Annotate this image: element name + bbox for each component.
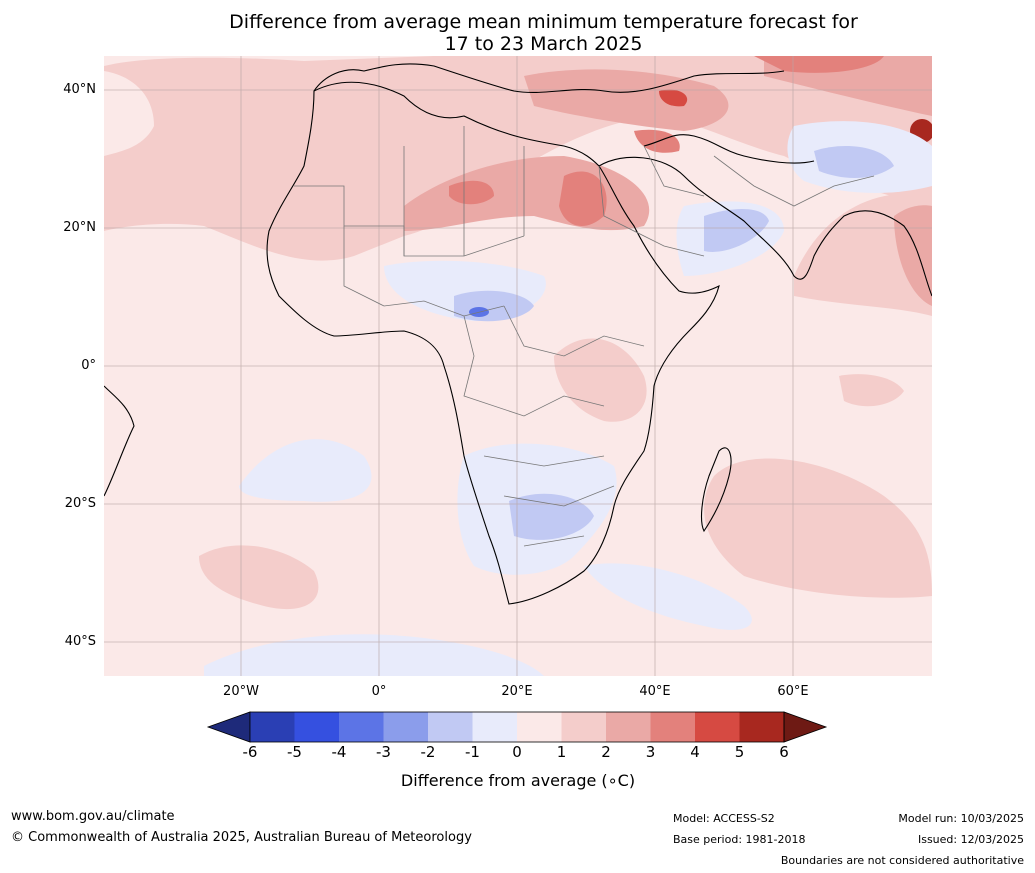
footer-disclaimer: Boundaries are not considered authoritat… — [780, 854, 1024, 867]
colorbar-tick: 3 — [645, 743, 656, 761]
map-title-line-1: Difference from average mean minimum tem… — [229, 11, 858, 33]
colorbar-tick: 4 — [690, 743, 700, 761]
south-america-coastline — [104, 385, 135, 497]
europe-coastline — [313, 63, 785, 93]
anomaly-zone-libya-hot — [449, 180, 494, 205]
footer-base-period: Base period: 1981-2018 — [673, 833, 806, 846]
anomaly-zone-atlantic-cool — [239, 439, 372, 502]
colorbar — [206, 711, 828, 743]
footer-website[interactable]: www.bom.gov.au/climate — [11, 809, 175, 824]
anomaly-zone-caspian-hot — [754, 56, 884, 73]
graticule — [104, 56, 932, 676]
colorbar-swatch — [383, 712, 428, 742]
anomaly-zone-botswana-colder — [509, 493, 594, 540]
colorbar-tick: 2 — [601, 743, 611, 761]
anomaly-zone-south-indian-cool — [584, 563, 752, 630]
colorbar-extend-high — [783, 711, 828, 743]
lon-label-40e: 40°E — [639, 684, 671, 699]
colorbar-tick: -1 — [465, 743, 480, 761]
colorbar-label: Difference from average (∘C) — [400, 771, 636, 790]
coastlines — [104, 63, 932, 605]
anomaly-zone-india-hot — [894, 205, 932, 306]
colorbar-swatch — [695, 712, 740, 742]
colorbar-tick: -6 — [242, 743, 258, 761]
footer-model: Model: ACCESS-S2 — [673, 812, 775, 825]
anomaly-zone-anatolia-very-hot — [659, 89, 688, 107]
lon-label-20e: 20°E — [501, 684, 533, 699]
lat-label-20s: 20°S — [64, 496, 96, 511]
colorbar-tick: 0 — [512, 743, 522, 761]
colorbar-swatch — [739, 712, 784, 742]
colorbar-swatch — [517, 712, 562, 742]
anomaly-zone-saudi-colder — [704, 209, 769, 252]
map-title-line-2: 17 to 23 March 2025 — [444, 33, 643, 55]
colorbar-swatch — [472, 712, 517, 742]
lon-label-0: 0° — [371, 684, 387, 699]
anomaly-zone-turkey-warm — [524, 69, 729, 131]
madagascar-coastline — [700, 447, 732, 533]
colorbar-swatch — [650, 712, 695, 742]
colorbar-swatch — [294, 712, 339, 742]
colorbar-swatch — [339, 712, 384, 742]
colorbar-tick: -3 — [376, 743, 391, 761]
colorbar-tick: 1 — [556, 743, 567, 761]
lat-label-40s: 40°S — [64, 634, 96, 649]
anomaly-zone-iran-colder — [814, 146, 894, 178]
country-borders — [294, 126, 875, 547]
anomaly-zone-indian-ocean-warm — [704, 458, 932, 598]
colorbar-tick: -4 — [331, 743, 347, 761]
anomaly-zone-southern-ocean-cool — [204, 634, 544, 676]
anomaly-zone-south-atlantic-warm — [199, 545, 319, 610]
africa-coastline — [266, 81, 720, 605]
footer-issued: Issued: 12/03/2025 — [917, 833, 1024, 846]
colorbar-tick: -5 — [287, 743, 302, 761]
colorbar-swatch — [561, 712, 606, 742]
lat-label-equator: 0° — [81, 358, 96, 373]
map-canvas — [104, 56, 932, 676]
anomaly-zone-atlantic-neutral — [104, 71, 154, 156]
anomaly-zone-indian-ocean-patch — [839, 374, 904, 407]
lon-label-60e: 60°E — [777, 684, 809, 699]
colorbar-extend-low — [206, 711, 251, 743]
arabia-india-coastline — [598, 156, 932, 297]
lat-label-40n: 40°N — [63, 82, 96, 97]
anomaly-zone-egypt-hot — [559, 171, 607, 227]
anomaly-zone-east-africa-warm — [554, 338, 647, 422]
colorbar-tick: 5 — [734, 743, 745, 761]
footer-copyright: © Commonwealth of Australia 2025, Austra… — [11, 830, 472, 845]
temperature-anomaly-map — [104, 56, 932, 676]
persian-gulf-coastline — [643, 134, 815, 164]
colorbar-frame — [249, 711, 785, 743]
colorbar-swatch — [428, 712, 473, 742]
lon-label-20w: 20°W — [223, 684, 259, 699]
colorbar-tick: 6 — [779, 743, 789, 761]
colorbar-swatch — [250, 712, 295, 742]
lat-label-20n: 20°N — [63, 220, 96, 235]
footer-model-run: Model run: 10/03/2025 — [898, 812, 1024, 825]
colorbar-swatch — [606, 712, 651, 742]
colorbar-tick: -2 — [420, 743, 436, 761]
